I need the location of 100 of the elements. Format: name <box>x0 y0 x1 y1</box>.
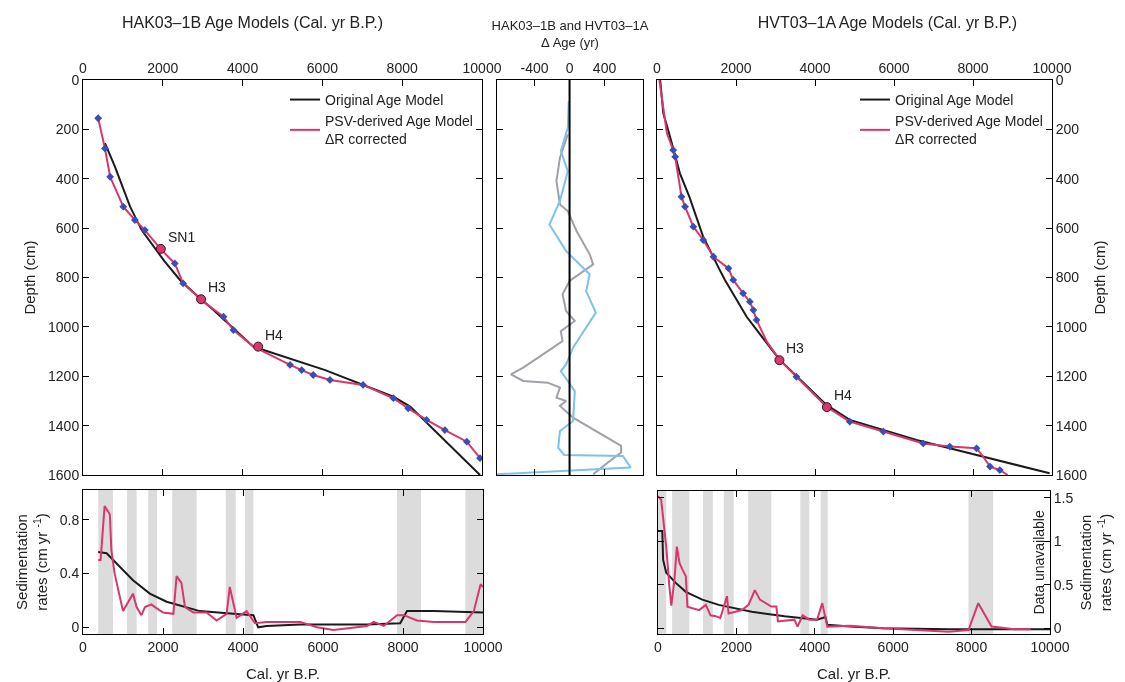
y-tick-label: 1 <box>1053 533 1062 550</box>
x-tick-label: 8000 <box>956 638 988 655</box>
y-tick-label: 1600 <box>48 466 80 483</box>
y-tick-label: 200 <box>1055 121 1080 138</box>
y-tick-label: 200 <box>55 121 80 138</box>
point <box>745 297 754 306</box>
x-tick-label: 0 <box>653 60 662 77</box>
x-tick-label: 4000 <box>799 638 831 655</box>
point <box>669 146 678 155</box>
x-tick-label: 0 <box>654 638 663 655</box>
line-series <box>97 550 483 629</box>
x-tick-label: 4000 <box>799 60 831 77</box>
x-tick-label: 6000 <box>877 638 909 655</box>
legend-label: Original Age Model <box>895 92 1014 109</box>
point <box>995 466 1004 474</box>
y-tick-label: 800 <box>1055 269 1080 286</box>
point <box>792 372 801 381</box>
y-tick-label: 0 <box>71 71 80 88</box>
y-tick-label: 600 <box>1055 220 1080 237</box>
x-tick-label: 8000 <box>387 638 419 655</box>
x-tick-label: 2000 <box>720 60 752 77</box>
point <box>749 306 758 314</box>
y-axis-title: Depth (cm) <box>21 240 39 315</box>
point <box>422 416 431 424</box>
point <box>94 114 103 123</box>
point <box>739 289 748 298</box>
y-tick-label: 800 <box>55 269 80 286</box>
x-tick-label: 4000 <box>227 60 259 77</box>
y-tick-label: 1000 <box>1055 318 1088 335</box>
y-tick-label: 0.5 <box>1053 576 1074 593</box>
y-tick-label: 0 <box>1053 620 1062 637</box>
point <box>671 152 680 161</box>
point <box>101 144 109 153</box>
point <box>196 294 207 305</box>
point <box>879 427 888 436</box>
x-tick-label: 6000 <box>878 60 910 77</box>
x-tick-label: 400 <box>592 60 617 77</box>
point <box>140 226 149 234</box>
annotation: Data unavailable <box>1030 510 1047 615</box>
x-tick-label: 8000 <box>386 60 418 77</box>
point <box>986 462 994 471</box>
annotation: H4 <box>834 387 853 403</box>
annotation: SN1 <box>168 229 196 245</box>
point <box>689 222 698 231</box>
point <box>309 371 318 379</box>
x-tick-label: 10000 <box>1030 638 1070 655</box>
point <box>404 404 413 413</box>
point <box>724 264 733 273</box>
point <box>389 394 398 403</box>
x-tick-label: 2000 <box>720 638 753 655</box>
x-tick-label: 2000 <box>147 60 179 77</box>
y-tick-label: 600 <box>55 220 80 237</box>
point <box>179 279 188 288</box>
y-tick-label: 0.4 <box>59 565 80 582</box>
x-tick-label: 10000 <box>462 60 502 77</box>
x-tick-label: 8000 <box>957 60 989 77</box>
point <box>774 355 785 366</box>
y-tick-label: 1400 <box>48 417 80 434</box>
annotation: H4 <box>265 327 284 343</box>
y-tick-label: 1200 <box>1055 368 1088 385</box>
point <box>229 326 238 334</box>
legend-label: PSV-derived Age Model ΔR corrected <box>325 113 473 148</box>
point <box>681 202 689 211</box>
x-tick-label: 2000 <box>147 638 179 655</box>
point <box>945 442 954 451</box>
y-axis-title: Depth (cm) <box>1091 240 1109 315</box>
point <box>709 252 718 261</box>
point <box>106 172 115 181</box>
point <box>297 366 306 374</box>
point <box>729 276 738 284</box>
x-axis-title: Cal. yr B.P. <box>246 664 320 682</box>
point <box>440 426 449 434</box>
y-tick-label: 1.5 <box>1053 489 1074 506</box>
point <box>119 202 128 211</box>
legend-label: Original Age Model <box>325 92 444 109</box>
annotation: H3 <box>208 279 227 295</box>
line-series <box>658 495 1032 633</box>
point <box>752 316 761 324</box>
point <box>462 437 471 446</box>
point <box>286 360 294 369</box>
chart-title: HVT03–1A Age Models (Cal. yr B.P.) <box>757 13 1018 31</box>
x-tick-label: -400 <box>520 60 549 77</box>
chart-title: HAK03–1B Age Models (Cal. yr B.P.) <box>121 13 384 31</box>
y-tick-label: 1000 <box>48 318 80 335</box>
legend-label: PSV-derived Age Model ΔR corrected <box>895 113 1043 148</box>
point <box>155 243 166 254</box>
point <box>972 444 981 453</box>
x-tick-label: 4000 <box>227 638 259 655</box>
point <box>130 216 139 224</box>
y-tick-label: 400 <box>55 170 80 187</box>
point <box>170 259 179 268</box>
point <box>919 439 928 448</box>
x-tick-label: 6000 <box>306 60 339 77</box>
y-tick-label: 0.8 <box>59 511 80 528</box>
annotation: H3 <box>786 340 805 356</box>
point <box>821 402 832 413</box>
x-tick-label: 0 <box>565 60 574 77</box>
point <box>253 341 264 352</box>
point <box>359 380 367 389</box>
point <box>219 312 228 321</box>
